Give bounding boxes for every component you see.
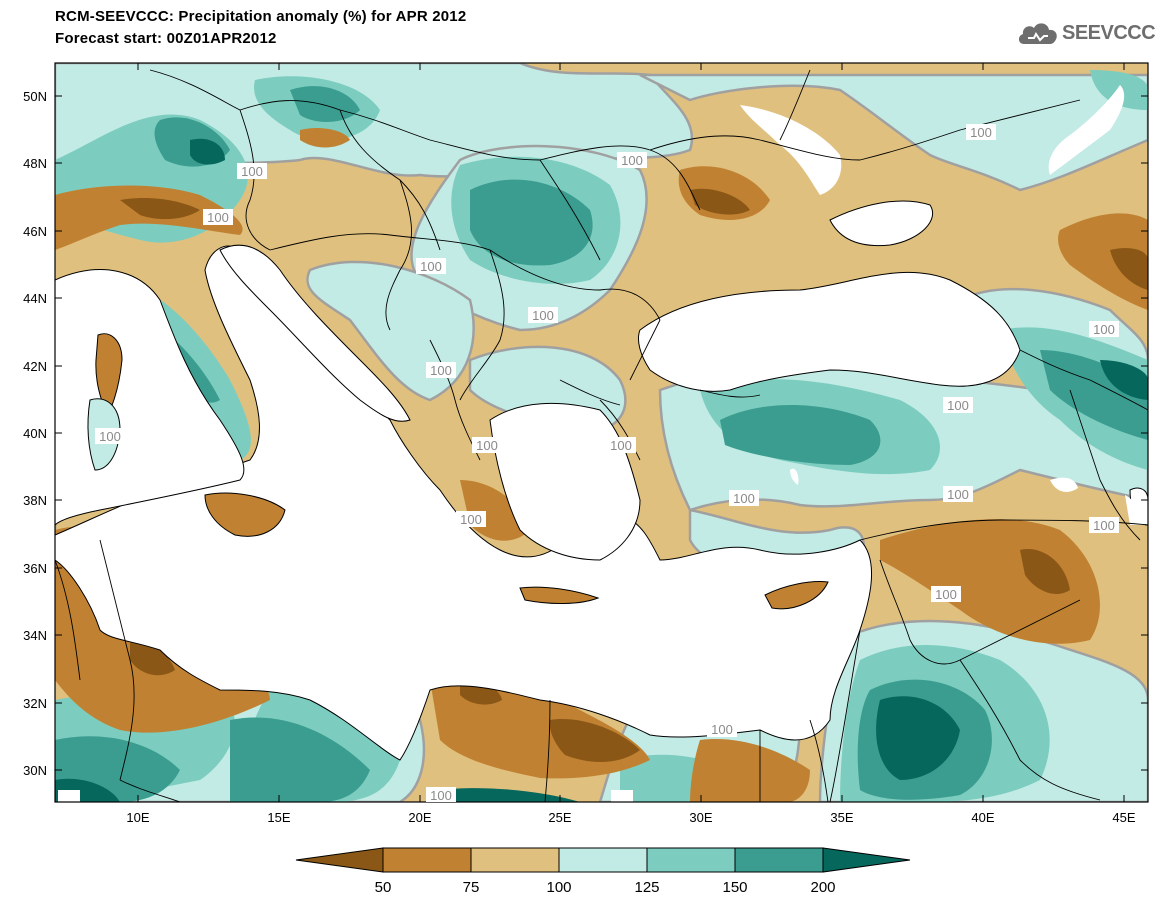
svg-text:100: 100 <box>532 308 554 323</box>
contour-label: 100 <box>426 362 456 378</box>
svg-text:100: 100 <box>935 587 957 602</box>
legend-labels: 50 75 100 125 150 200 <box>375 879 836 896</box>
svg-text:100: 100 <box>1093 518 1115 533</box>
lon-label: 45E <box>1112 810 1135 825</box>
latitude-labels: 50N 48N 46N 44N 42N 40N 38N 36N 34N 32N … <box>23 89 47 778</box>
contour-label: 100 <box>617 152 647 168</box>
legend-swatch-below-50 <box>295 847 384 873</box>
legend-swatch-125-150 <box>646 847 736 873</box>
lon-label: 25E <box>548 810 571 825</box>
contour-label: 100 <box>416 258 446 274</box>
svg-text:100: 100 <box>99 429 121 444</box>
contour-label: 100 <box>528 307 558 323</box>
svg-text:100: 100 <box>460 512 482 527</box>
svg-text:100: 100 <box>1093 322 1115 337</box>
seevccc-logo: SEEVCCC <box>1016 18 1156 48</box>
lon-label: 35E <box>830 810 853 825</box>
legend-label: 200 <box>810 879 835 896</box>
svg-text:100: 100 <box>207 210 229 225</box>
legend-label: 125 <box>634 879 659 896</box>
lat-label: 40N <box>23 426 47 441</box>
country-borders <box>55 69 1148 802</box>
lat-label: 38N <box>23 493 47 508</box>
svg-text:100: 100 <box>621 153 643 168</box>
longitude-labels: 10E 15E 20E 25E 30E 35E 40E 45E <box>126 810 1135 825</box>
lon-label: 15E <box>267 810 290 825</box>
color-legend <box>295 847 911 873</box>
svg-text:100: 100 <box>241 164 263 179</box>
lat-label: 30N <box>23 763 47 778</box>
legend-label: 150 <box>722 879 747 896</box>
legend-label: 50 <box>375 879 392 896</box>
contour-label: 100 <box>943 397 973 413</box>
contour-label: 100 <box>426 787 456 803</box>
svg-text:100: 100 <box>711 722 733 737</box>
lat-label: 48N <box>23 156 47 171</box>
lon-label: 30E <box>689 810 712 825</box>
svg-text:100: 100 <box>610 438 632 453</box>
lat-label: 46N <box>23 224 47 239</box>
svg-text:100: 100 <box>430 788 452 803</box>
contour-labels: 100 100 100 100 100 100 100 100 100 100 … <box>95 124 1119 803</box>
contour-label: 100 <box>203 209 233 225</box>
contour-label: 100 <box>1089 321 1119 337</box>
lat-label: 44N <box>23 291 47 306</box>
missing-data-areas <box>58 85 1145 802</box>
contour-label: 100 <box>237 163 267 179</box>
longitude-axis <box>137 63 1125 802</box>
svg-text:100: 100 <box>420 259 442 274</box>
contour-label: 100 <box>966 124 996 140</box>
anomaly-150-200-areas <box>55 86 1148 802</box>
lon-label: 40E <box>971 810 994 825</box>
contour-label: 100 <box>707 721 737 737</box>
lon-label: 10E <box>126 810 149 825</box>
legend-swatch-150-200 <box>734 847 824 873</box>
cloud-logo-icon <box>1018 23 1057 44</box>
legend-swatch-above-200 <box>822 847 911 873</box>
svg-text:100: 100 <box>476 438 498 453</box>
logo-text: SEEVCCC <box>1062 21 1156 44</box>
legend-swatch-100-125 <box>558 847 648 873</box>
svg-text:100: 100 <box>970 125 992 140</box>
svg-text:100: 100 <box>733 491 755 506</box>
legend-label: 100 <box>546 879 571 896</box>
map-title: RCM-SEEVCCC: Precipitation anomaly (%) f… <box>55 8 467 25</box>
contour-label: 100 <box>931 586 961 602</box>
lat-label: 42N <box>23 359 47 374</box>
svg-text:100: 100 <box>947 398 969 413</box>
legend-swatch-75-100 <box>470 847 560 873</box>
anomaly-over-200-areas <box>55 138 1148 802</box>
svg-text:100: 100 <box>430 363 452 378</box>
lat-label: 36N <box>23 561 47 576</box>
forecast-start-subtitle: Forecast start: 00Z01APR2012 <box>55 30 277 47</box>
svg-text:100: 100 <box>947 487 969 502</box>
anomaly-field <box>55 63 1148 802</box>
contour-label: 100 <box>943 486 973 502</box>
contour-label: 100 <box>606 437 636 453</box>
contour-label: 100 <box>729 490 759 506</box>
latitude-axis <box>55 95 1148 771</box>
legend-swatch-50-75 <box>382 847 472 873</box>
contour-label: 100 <box>456 511 486 527</box>
legend-label: 75 <box>463 879 480 896</box>
contour-label: 100 <box>1089 517 1119 533</box>
lon-label: 20E <box>408 810 431 825</box>
contour-label: 100 <box>95 428 125 444</box>
lat-label: 34N <box>23 628 47 643</box>
lat-label: 50N <box>23 89 47 104</box>
lat-label: 32N <box>23 696 47 711</box>
contour-label: 100 <box>472 437 502 453</box>
